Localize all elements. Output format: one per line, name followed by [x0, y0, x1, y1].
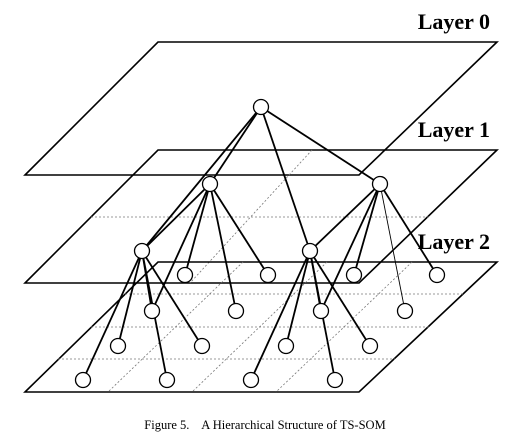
layer2-label: Layer 2 — [418, 229, 490, 254]
edges-right-l1 — [309, 183, 438, 312]
edges-root — [141, 106, 381, 252]
node-l1-left — [201, 175, 219, 193]
layer2-plane — [23, 261, 500, 393]
layer1-plane — [23, 149, 499, 284]
leaf-nodes — [74, 266, 446, 389]
edges-left-l2 — [82, 250, 203, 381]
node-root — [252, 98, 270, 116]
ts-som-hierarchy-diagram: Layer 0 Layer 1 Layer 2 — [23, 9, 500, 393]
edges-left-l1 — [141, 183, 269, 312]
figure-caption: Figure 5. A Hierarchical Structure of TS… — [144, 418, 386, 432]
layer2-grid — [58, 261, 464, 393]
node-l2-left — [133, 242, 151, 260]
node-l2-right — [301, 242, 319, 260]
layer0-label: Layer 0 — [418, 9, 490, 34]
layer0-plane — [23, 41, 499, 176]
layer1-grid — [91, 149, 430, 284]
node-l1-right — [371, 175, 389, 193]
layer1-label: Layer 1 — [418, 117, 490, 142]
